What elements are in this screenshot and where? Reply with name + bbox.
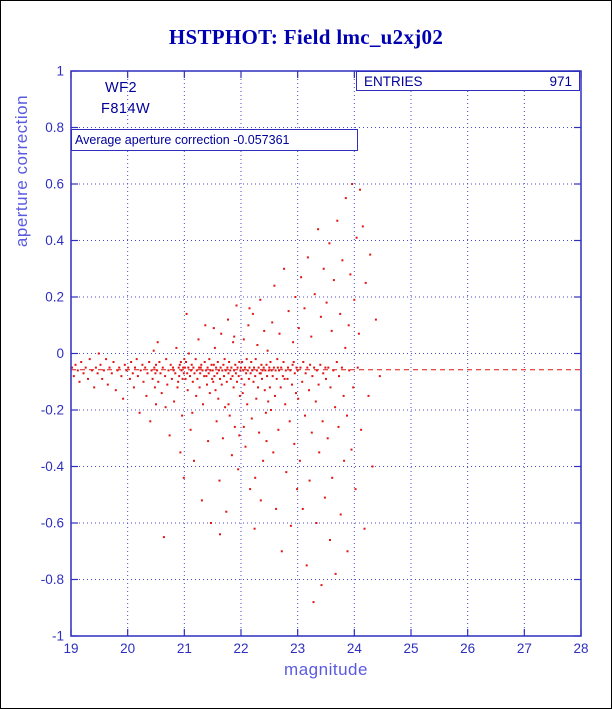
- svg-text:-0.8: -0.8: [41, 572, 64, 587]
- filter-label: F814W: [101, 101, 151, 117]
- svg-text:21: 21: [177, 641, 192, 656]
- entries-stat-box: ENTRIES 971: [356, 71, 580, 91]
- entries-label: ENTRIES: [364, 73, 423, 89]
- svg-text:24: 24: [347, 641, 363, 656]
- svg-text:0: 0: [56, 346, 64, 361]
- y-axis-label: aperture correction: [12, 94, 31, 248]
- svg-text:19: 19: [63, 641, 78, 656]
- svg-text:27: 27: [517, 641, 532, 656]
- svg-text:22: 22: [233, 641, 248, 656]
- svg-text:26: 26: [460, 641, 475, 656]
- svg-text:-0.4: -0.4: [41, 459, 65, 474]
- average-correction-text: Average aperture correction -0.057361: [75, 133, 290, 147]
- x-axis-label: magnitude: [284, 660, 368, 679]
- svg-text:-0.2: -0.2: [41, 403, 64, 418]
- svg-text:23: 23: [290, 641, 305, 656]
- detector-label: WF2: [105, 80, 138, 96]
- average-correction-annotation: Average aperture correction -0.057361: [71, 129, 358, 151]
- svg-text:0.6: 0.6: [45, 177, 64, 192]
- svg-text:1: 1: [56, 64, 64, 79]
- svg-text:0.8: 0.8: [45, 120, 64, 135]
- page-title: HSTPHOT: Field lmc_u2xj02: [168, 25, 444, 49]
- svg-text:20: 20: [120, 641, 135, 656]
- svg-text:-1: -1: [52, 629, 64, 644]
- svg-text:28: 28: [573, 641, 588, 656]
- svg-text:-0.6: -0.6: [41, 516, 64, 531]
- entries-value: 971: [549, 73, 572, 89]
- svg-text:0.2: 0.2: [45, 290, 64, 305]
- svg-text:0.4: 0.4: [45, 233, 64, 248]
- svg-text:25: 25: [403, 641, 418, 656]
